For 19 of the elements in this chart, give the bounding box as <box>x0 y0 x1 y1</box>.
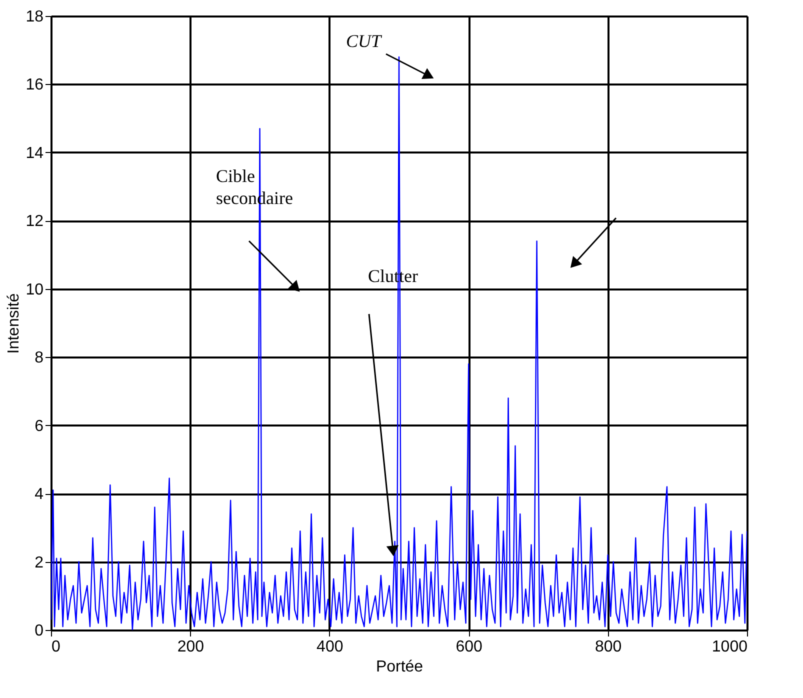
y-tick-label: 18 <box>26 8 44 26</box>
y-tick-label: 16 <box>26 76 44 94</box>
y-tick-label: 0 <box>34 622 44 640</box>
y-tick-label: 2 <box>34 554 44 572</box>
y-tick-label: 4 <box>34 486 44 504</box>
x-tick-label: 400 <box>316 638 344 656</box>
y-tick-label: 14 <box>26 144 44 162</box>
x-tick-label: 1000 <box>712 638 748 656</box>
y-tick-label: 12 <box>26 213 44 230</box>
x-tick-label: 800 <box>594 638 622 656</box>
x-tick-label: 200 <box>177 638 204 656</box>
x-tick-label: 0 <box>52 638 60 656</box>
x-axis-title: Portée <box>376 658 424 676</box>
y-tick-label: 8 <box>34 350 44 367</box>
y-axis-title: Intensité <box>6 293 23 354</box>
annotation: CUT <box>346 31 384 51</box>
y-tick-label: 6 <box>34 418 44 435</box>
x-tick-label: 600 <box>456 638 483 656</box>
y-tick-label: 10 <box>26 281 44 298</box>
